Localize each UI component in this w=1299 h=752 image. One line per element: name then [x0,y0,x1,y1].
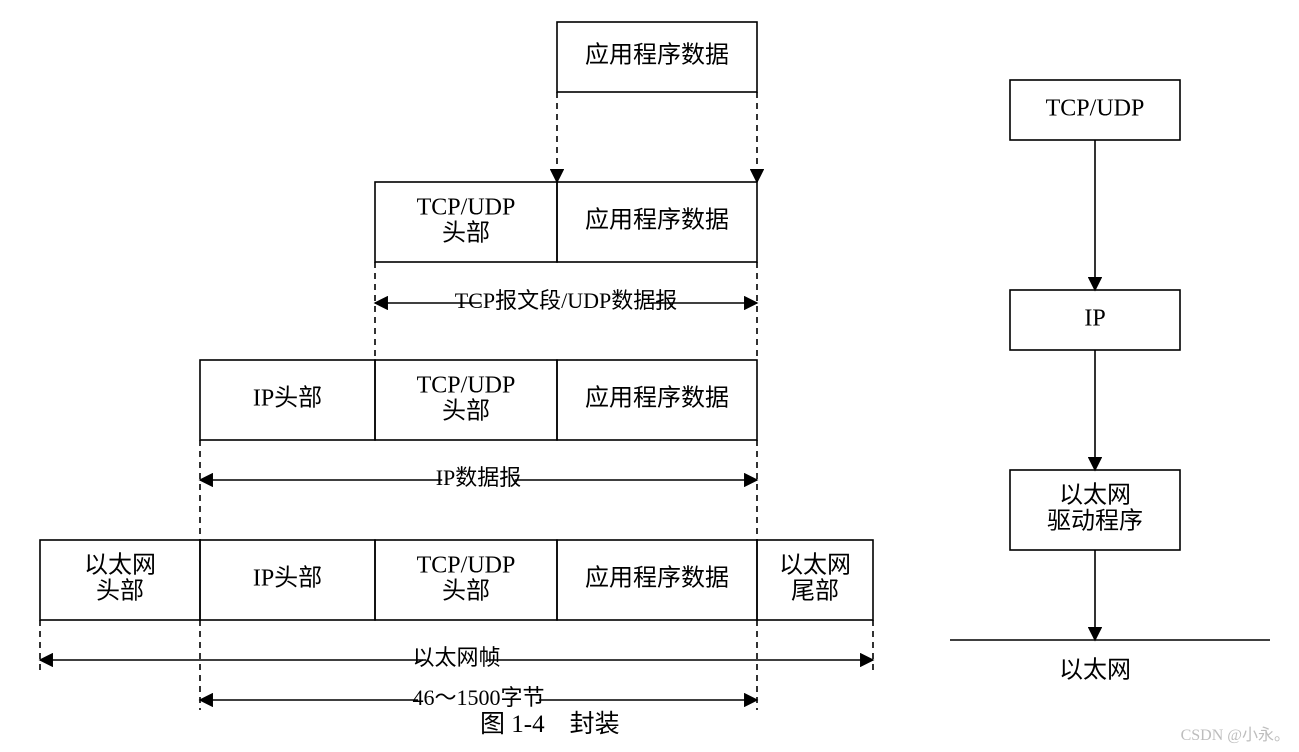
row4-ip-text: IP头部 [253,565,322,592]
encapsulation-diagram: 应用程序数据TCP/UDP头部应用程序数据TCP报文段/UDP数据报IP头部TC… [0,0,1299,747]
row3-ip-text: IP头部 [253,385,322,412]
row4-ethhdr-text-l1: 以太网 [84,551,156,578]
row4-tcp-text-l2: 头部 [442,578,490,605]
row4-ethtrl-text-l2: 尾部 [791,578,839,605]
row2-tcp-text-l2: 头部 [442,220,490,247]
watermark-text: CSDN @小永。 [1181,726,1290,744]
row4-ethhdr-text-l2: 头部 [96,578,144,605]
r-text-tcpudp: TCP/UDP [1046,96,1145,122]
row1-appdata-text: 应用程序数据 [585,42,729,69]
r-ethernet-label: 以太网 [1059,657,1131,684]
ethframe-label-label: 以太网帧 [412,645,500,670]
seg-label-label: TCP报文段/UDP数据报 [455,288,677,313]
row3-tcp-text-l2: 头部 [442,398,490,425]
r-text-ip: IP [1084,306,1105,332]
figure-caption: 图 1-4 封装 [480,710,620,738]
row3-app-text: 应用程序数据 [585,385,729,412]
r-text-ethdrv-l1: 以太网 [1059,481,1131,508]
row4-app-text: 应用程序数据 [585,565,729,592]
ipdgram-label-label: IP数据报 [436,465,522,490]
row4-tcp-text-l1: TCP/UDP [417,552,516,578]
row2-app-text: 应用程序数据 [585,207,729,234]
row2-tcp-text-l1: TCP/UDP [417,194,516,220]
row4-ethtrl-text-l1: 以太网 [779,551,851,578]
row3-tcp-text-l1: TCP/UDP [417,372,516,398]
bytes-label-label: 46～1500字节 [412,685,544,710]
r-text-ethdrv-l2: 驱动程序 [1047,508,1143,535]
